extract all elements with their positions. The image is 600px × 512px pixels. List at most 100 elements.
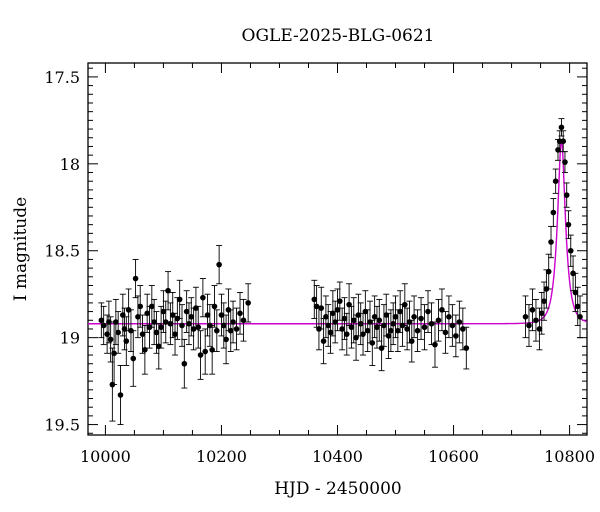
data-marker [311, 296, 318, 303]
data-point [445, 295, 452, 339]
data-marker [158, 324, 164, 331]
data-marker [536, 326, 543, 332]
data-marker [541, 298, 547, 304]
y-tick-label: 19 [60, 329, 80, 348]
data-marker [421, 324, 428, 331]
data-point [218, 293, 225, 337]
data-marker [456, 319, 463, 325]
data-point [449, 304, 456, 347]
data-point [378, 325, 385, 372]
x-tick-label: 10600 [428, 447, 479, 466]
data-marker [214, 327, 220, 334]
data-point [529, 288, 536, 332]
data-point [240, 298, 247, 342]
data-point [414, 309, 421, 353]
data-marker [418, 315, 424, 322]
data-point [213, 309, 220, 353]
data-marker [404, 326, 410, 332]
data-marker [446, 313, 452, 320]
data-marker [176, 296, 183, 303]
data-point [123, 316, 130, 366]
data-marker [188, 313, 195, 320]
data-point [371, 295, 378, 339]
data-marker [565, 221, 572, 228]
data-marker [323, 313, 329, 320]
y-tick-label: 18.5 [44, 242, 80, 261]
data-marker [233, 326, 240, 332]
data-point [411, 295, 418, 339]
data-point [237, 292, 244, 335]
data-point [538, 292, 545, 335]
data-point [418, 297, 425, 340]
data-point [98, 302, 105, 339]
data-point [195, 305, 202, 349]
data-point [216, 245, 223, 285]
data-point [158, 305, 165, 349]
data-marker [522, 313, 529, 320]
data-marker [567, 247, 574, 254]
data-point [438, 288, 445, 332]
data-marker [343, 331, 350, 337]
data-marker [197, 352, 204, 358]
data-point [558, 118, 565, 137]
data-marker [463, 345, 470, 351]
data-marker [545, 268, 552, 275]
data-point [536, 307, 543, 351]
data-point [431, 321, 438, 368]
data-marker [425, 308, 431, 315]
data-marker [151, 319, 157, 325]
data-point [385, 312, 392, 359]
data-point [459, 307, 466, 351]
data-marker [107, 336, 114, 343]
data-marker [230, 319, 236, 325]
data-point [176, 279, 183, 319]
data-point [311, 279, 318, 319]
data-marker [117, 392, 124, 398]
data-point [141, 325, 148, 375]
data-point [545, 253, 552, 290]
data-marker [453, 333, 459, 339]
data-marker [560, 138, 567, 145]
y-axis-label: I magnitude [11, 197, 31, 301]
data-point [532, 298, 539, 342]
data-point [353, 314, 360, 361]
data-point [325, 304, 332, 347]
data-marker [115, 329, 121, 336]
data-marker [318, 305, 325, 311]
data-point [421, 304, 428, 351]
data-marker [130, 355, 137, 362]
y-tick-label: 17.5 [44, 68, 80, 87]
data-marker [137, 303, 144, 310]
data-marker [364, 327, 371, 334]
data-marker [153, 329, 160, 336]
data-marker [432, 341, 438, 348]
data-point [394, 309, 401, 353]
data-marker [526, 322, 532, 329]
data-marker [204, 312, 211, 318]
data-marker [123, 338, 130, 344]
data-point [115, 311, 122, 354]
data-point [525, 304, 532, 347]
y-tick-label: 18 [60, 155, 80, 174]
data-marker [227, 327, 234, 334]
plot-frame [87, 62, 588, 436]
data-marker [216, 261, 222, 268]
data-marker [385, 333, 392, 339]
data-marker [183, 308, 190, 315]
data-point [132, 258, 139, 299]
data-marker [397, 308, 403, 315]
data-marker [337, 298, 343, 304]
data-marker [548, 239, 554, 245]
data-marker [435, 317, 442, 324]
data-point [442, 311, 449, 354]
data-point [223, 314, 230, 365]
data-marker [402, 301, 408, 308]
data-marker [223, 336, 229, 343]
data-point [341, 297, 348, 340]
data-marker [149, 303, 155, 310]
data-marker [181, 360, 188, 367]
data-marker [165, 287, 171, 294]
data-marker [442, 329, 449, 336]
data-marker [245, 300, 251, 306]
